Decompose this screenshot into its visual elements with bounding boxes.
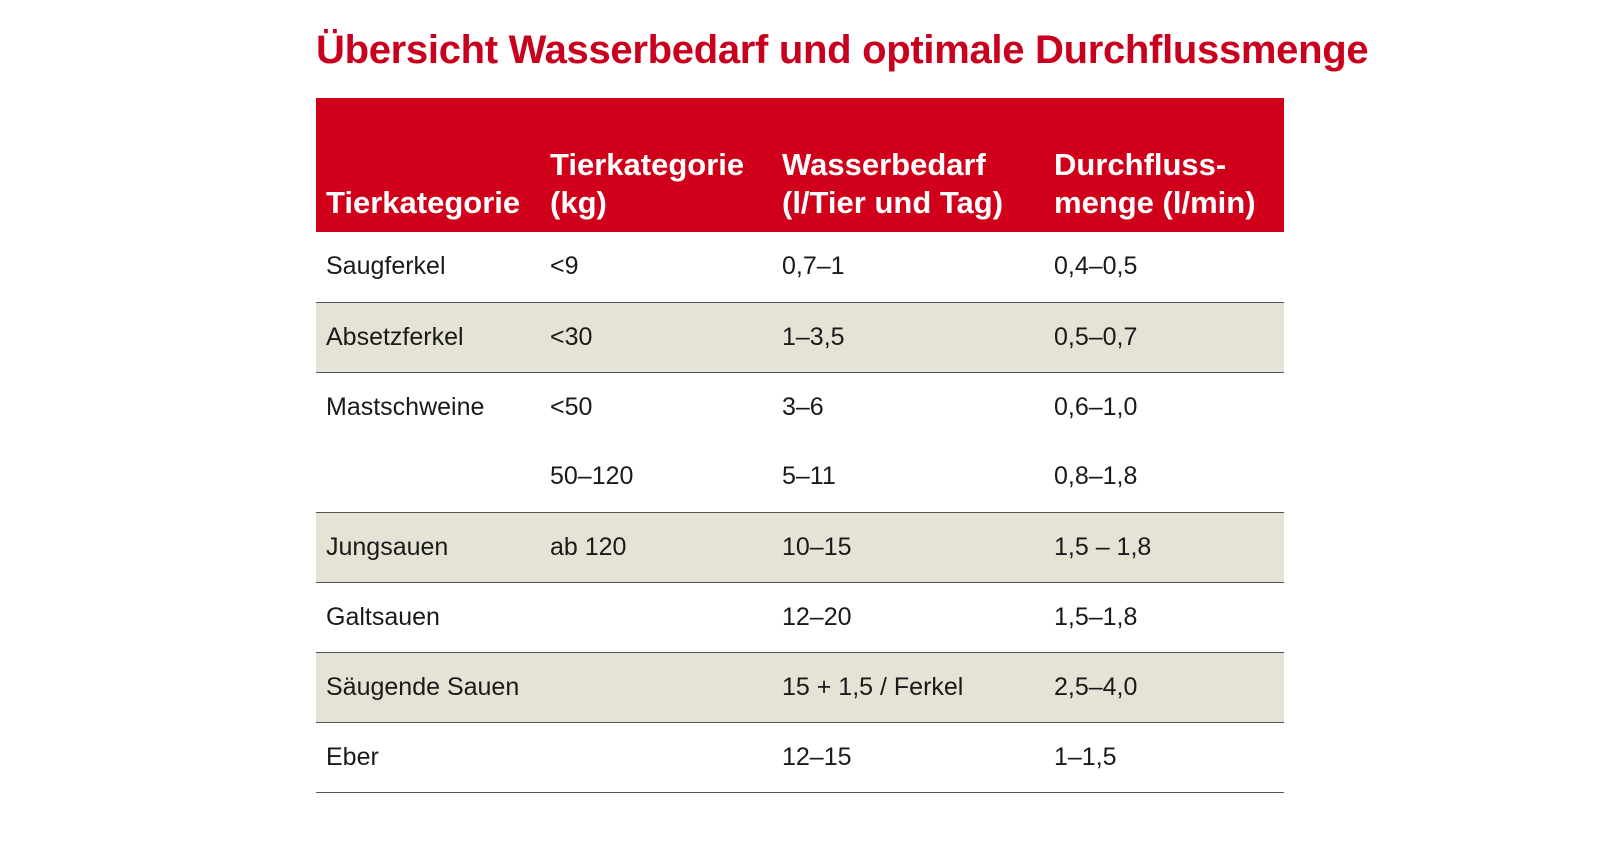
column-header-category: Tierkategorie: [316, 98, 540, 232]
cell-water-demand: 12–15: [772, 722, 1044, 793]
cell-flow-rate: 1,5–1,8: [1044, 582, 1284, 653]
cell-weight: 50–120: [540, 442, 772, 513]
cell-water-demand: 3–6: [782, 392, 824, 421]
cell-weight: [540, 722, 772, 793]
table-row: Absetzferkel <30 1–3,5 0,5–0,7: [316, 302, 1284, 373]
table-row: Säugende Sauen 15 + 1,5 / Ferkel 2,5–4,0: [316, 652, 1284, 723]
cell-weight: <9: [540, 232, 772, 303]
cell-category: Jungsauen: [316, 512, 540, 583]
cell-flow-rate: 0,4–0,5: [1044, 232, 1284, 303]
cell-category: Absetzferkel: [316, 302, 540, 373]
table-row: Jungsauen ab 120 10–15 1,5 – 1,8: [316, 512, 1284, 583]
cell-flow-rate: 0,6–1,0: [1054, 392, 1138, 421]
cell-water-demand: 10–15: [772, 512, 1044, 583]
cell-weight: <50: [550, 392, 593, 421]
cell-flow-rate: 1–1,5: [1044, 722, 1284, 793]
cell-weight: [540, 652, 772, 723]
cell-category: Eber: [316, 722, 540, 793]
cell-category: Saugferkel: [316, 232, 540, 303]
cell-weight: ab 120: [540, 512, 772, 583]
cell-water-demand: 0,7–1: [772, 232, 1044, 303]
table-row: 50–120 5–11 0,8–1,8: [316, 442, 1284, 513]
cell-weight: <30: [540, 302, 772, 373]
cell-water-demand: 1–3,5: [772, 302, 1044, 373]
table-row: Galtsauen 12–20 1,5–1,8: [316, 582, 1284, 653]
cell-category: Galtsauen: [316, 582, 540, 653]
table-row: Mastschweine <50 3–6 0,6–1,0: [316, 372, 1284, 442]
column-header-flow-rate: Durchfluss- menge (l/min): [1044, 98, 1284, 232]
table-header-row: Tierkategorie Tierkategorie (kg) Wasserb…: [316, 98, 1284, 232]
cell-category: [316, 442, 540, 513]
cell-flow-rate: 0,5–0,7: [1044, 302, 1284, 373]
cell-flow-rate: 0,8–1,8: [1044, 442, 1284, 513]
table-row: Saugferkel <9 0,7–1 0,4–0,5: [316, 232, 1284, 303]
cell-weight: [540, 582, 772, 653]
cell-water-demand: 12–20: [772, 582, 1044, 653]
cell-flow-rate: 1,5 – 1,8: [1044, 512, 1284, 583]
table-row: Eber 12–15 1–1,5: [316, 722, 1284, 793]
cell-flow-rate: 2,5–4,0: [1044, 652, 1284, 723]
cell-category: Säugende Sauen: [316, 652, 540, 723]
page-title: Übersicht Wasserbedarf und optimale Durc…: [316, 28, 1369, 72]
column-header-water-demand: Wasserbedarf (l/Tier und Tag): [772, 98, 1044, 232]
column-header-weight: Tierkategorie (kg): [540, 98, 772, 232]
water-demand-table: Tierkategorie Tierkategorie (kg) Wasserb…: [316, 98, 1284, 793]
cell-category: Mastschweine: [326, 392, 485, 421]
cell-water-demand: 5–11: [772, 442, 1044, 513]
cell-water-demand: 15 + 1,5 / Ferkel: [772, 652, 1044, 723]
